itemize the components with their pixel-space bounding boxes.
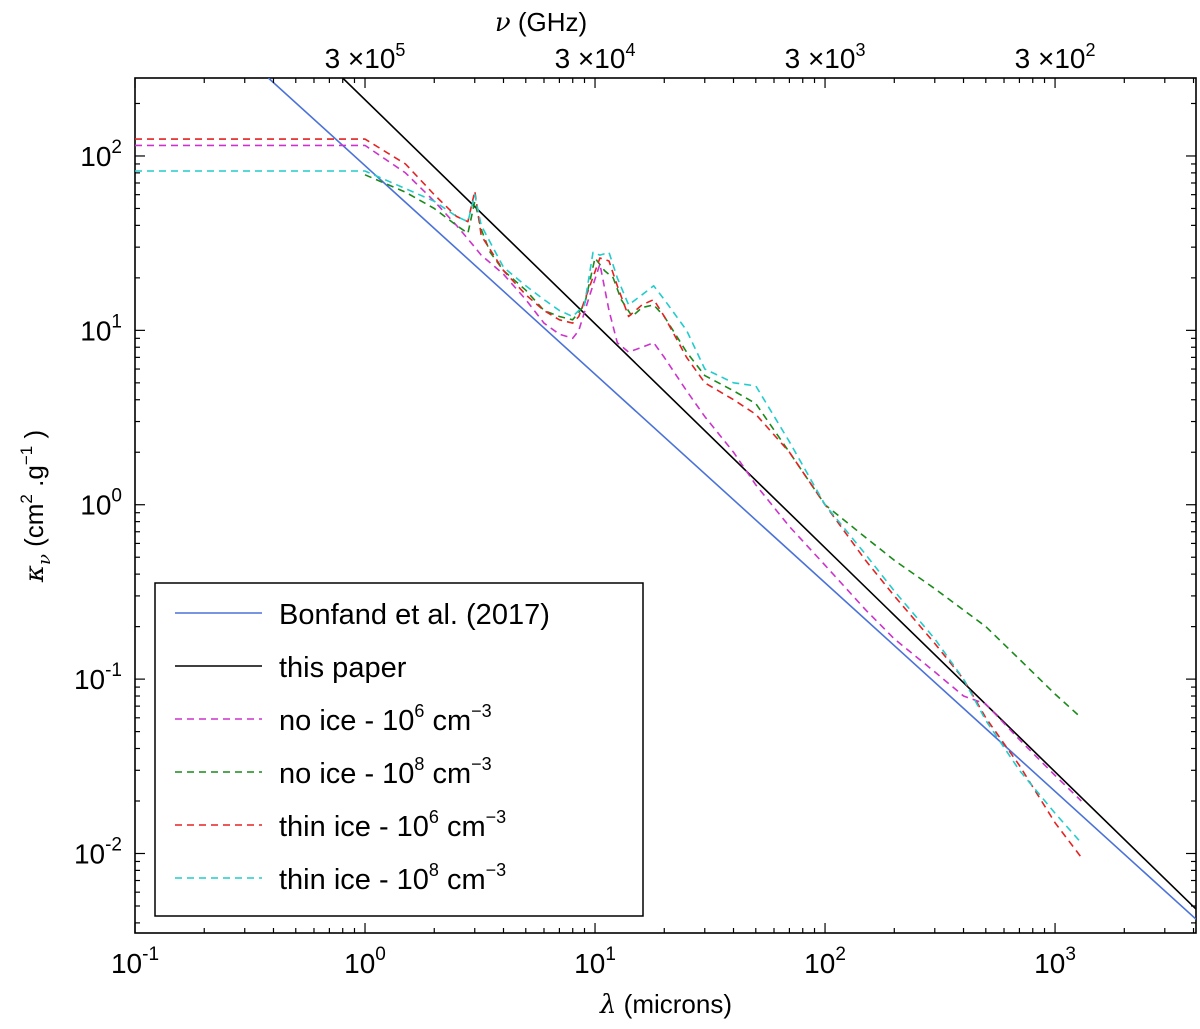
- legend: Bonfand et al. (2017) this paper no ice …: [154, 582, 644, 917]
- y-tick-label: 10-1: [74, 660, 122, 695]
- legend-label-this-paper: this paper: [279, 652, 407, 684]
- y-tick-label: 101: [80, 311, 122, 346]
- legend-item-bonfand: Bonfand et al. (2017): [175, 599, 550, 631]
- plot-frame: [134, 77, 1197, 934]
- top-axis-title: ν (GHz): [495, 7, 587, 38]
- y-tick-label: 102: [80, 137, 122, 172]
- series-line-thin-ice-10-8-cm-3: [135, 170, 1082, 844]
- x-tick-label: 100: [344, 944, 386, 979]
- top-tick-label: 3 ×102: [1015, 40, 1096, 74]
- legend-item-no-ice-1e6: no ice - 106 cm−3: [175, 701, 492, 737]
- x-tick-label: 103: [1034, 944, 1076, 979]
- y-tick-label: 100: [80, 486, 122, 521]
- y-tick-label: 10-2: [74, 834, 122, 869]
- x-tick-label: 101: [574, 944, 616, 979]
- legend-box: [154, 582, 644, 917]
- tick-layer: 10-1 100 101 102 103 10-2 10-1 100 101 102 3 ×105 3…: [74, 40, 1196, 979]
- top-tick-label: 3 ×105: [325, 40, 406, 74]
- top-tick-label: 3 ×103: [785, 40, 866, 74]
- legend-item-thin-ice-1e6: thin ice - 106 cm−3: [175, 807, 506, 843]
- y-axis-title: κν (cm2 .g−1 ): [17, 430, 55, 583]
- x-tick-label: 10-1: [111, 944, 159, 979]
- legend-label-no-ice-1e6: no ice - 106 cm−3: [279, 701, 492, 737]
- x-axis-title: λ (microns): [599, 989, 732, 1020]
- legend-item-thin-ice-1e8: thin ice - 108 cm−3: [175, 860, 506, 896]
- legend-label-thin-ice-1e8: thin ice - 108 cm−3: [279, 860, 506, 896]
- legend-label-no-ice-1e8: no ice - 108 cm−3: [279, 754, 492, 790]
- legend-item-this-paper: this paper: [175, 652, 407, 684]
- series-layer: [135, 78, 1196, 920]
- series-line-bonfand-et-al-2017: [267, 78, 1196, 920]
- top-tick-label: 3 ×104: [555, 40, 636, 74]
- legend-label-bonfand: Bonfand et al. (2017): [279, 599, 550, 631]
- legend-item-no-ice-1e8: no ice - 108 cm−3: [175, 754, 492, 790]
- legend-label-thin-ice-1e6: thin ice - 106 cm−3: [279, 807, 506, 843]
- series-line-no-ice-10-6-cm-3: [135, 144, 1082, 802]
- x-tick-label: 102: [804, 944, 846, 979]
- series-line-this-paper: [342, 78, 1196, 910]
- series-line-thin-ice-10-6-cm-3: [135, 138, 1082, 858]
